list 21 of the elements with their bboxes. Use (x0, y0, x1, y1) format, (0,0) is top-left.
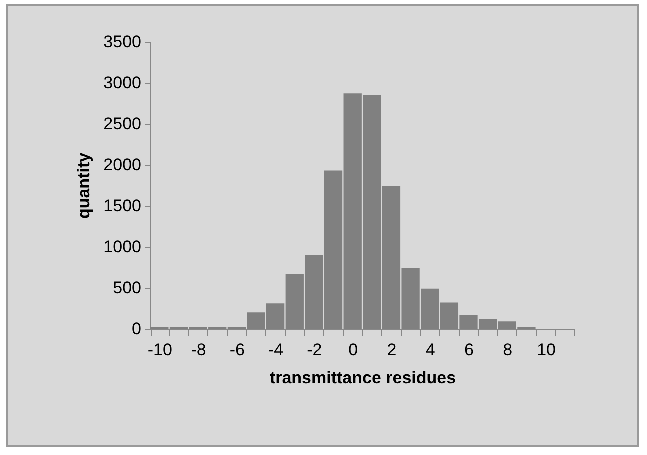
y-axis-title: quantity (74, 152, 94, 220)
x-tick-label: 4 (426, 340, 436, 360)
x-tick-label: 6 (464, 340, 474, 360)
y-tick-label: 1000 (104, 238, 142, 256)
x-tick-label: -6 (230, 340, 245, 360)
y-tick-label: 2500 (104, 114, 142, 134)
y-tick-label: 2000 (104, 156, 142, 174)
x-tick-label: 2 (387, 340, 397, 360)
y-tick-label: 0 (132, 320, 142, 338)
x-tick-label: 10 (537, 340, 556, 360)
x-tick-label: 0 (348, 340, 358, 360)
y-tick-label: 500 (113, 278, 142, 298)
x-tick-label: 8 (503, 340, 513, 360)
y-tick-label: 3000 (104, 74, 142, 92)
x-tick-label: -8 (191, 340, 206, 360)
x-tick-label: -10 (148, 340, 172, 360)
y-tick-label: 3500 (104, 32, 142, 52)
x-tick-label: -4 (268, 340, 284, 360)
x-tick-label: -2 (307, 340, 322, 360)
x-axis-title: transmittance residues (270, 368, 456, 388)
y-tick-label: 1500 (104, 196, 142, 216)
